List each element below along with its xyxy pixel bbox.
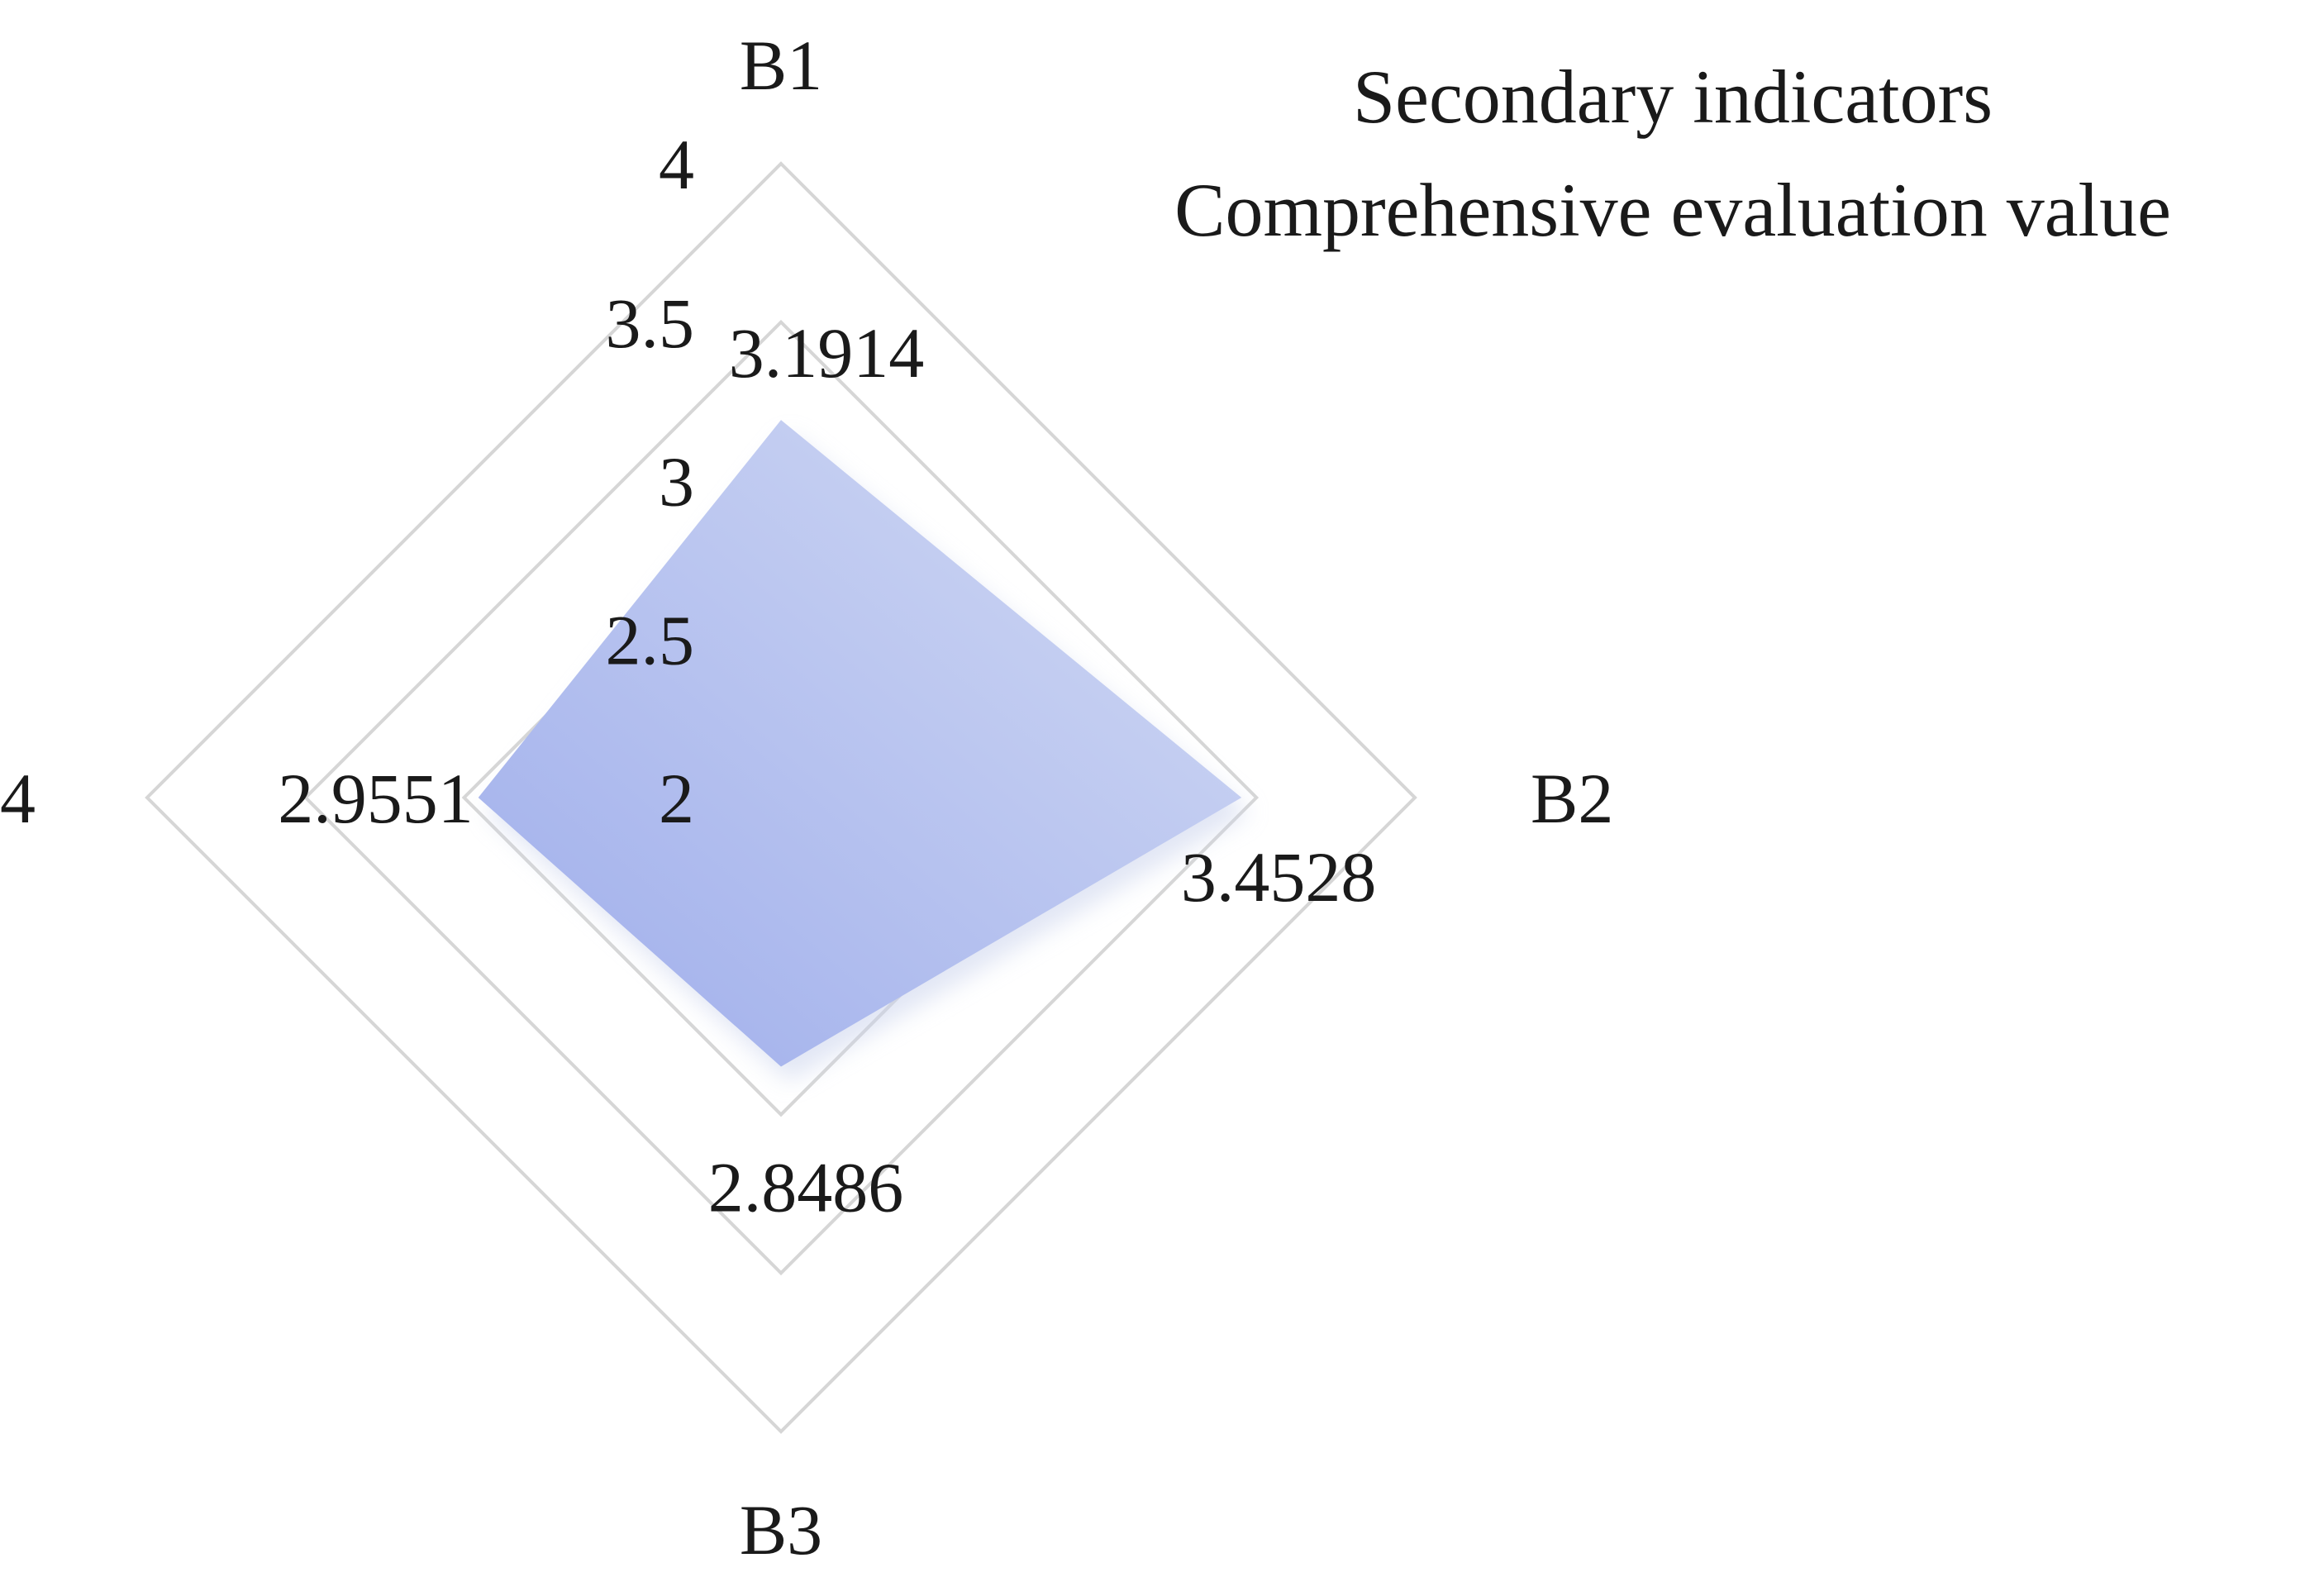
- legend-line-1: Secondary indicators: [1353, 55, 1993, 139]
- legend: Secondary indicators Comprehensive evalu…: [1174, 55, 2171, 252]
- grid-ring-3: [302, 319, 1260, 1276]
- category-label-b3: B3: [740, 1490, 822, 1570]
- tick-label-2: 3: [659, 442, 694, 522]
- legend-line-2: Comprehensive evaluation value: [1174, 168, 2171, 252]
- grid-ring-4: [145, 161, 1417, 1434]
- data-label-b3: 2.8486: [708, 1147, 904, 1227]
- data-label-b4: 2.9551: [278, 759, 474, 838]
- category-labels: B1 B2 B3 B4: [0, 26, 1613, 1570]
- data-labels: 3.1914 3.4528 2.8486 2.9551: [278, 313, 1376, 1227]
- radial-tick-labels: 2 2.5 3 3.5 4: [606, 125, 695, 838]
- tick-label-1: 2.5: [606, 600, 695, 679]
- category-label-b2: B2: [1531, 759, 1613, 838]
- series-area: [478, 420, 1250, 1082]
- tick-label-0: 2: [659, 759, 694, 838]
- tick-label-3: 3.5: [606, 283, 695, 363]
- tick-label-4: 4: [659, 125, 694, 204]
- category-label-b4: B4: [0, 759, 36, 838]
- category-label-b1: B1: [740, 26, 822, 105]
- data-label-b1: 3.1914: [729, 313, 925, 393]
- data-label-b2: 3.4528: [1181, 837, 1377, 917]
- series-area-polygon: [478, 420, 1242, 1067]
